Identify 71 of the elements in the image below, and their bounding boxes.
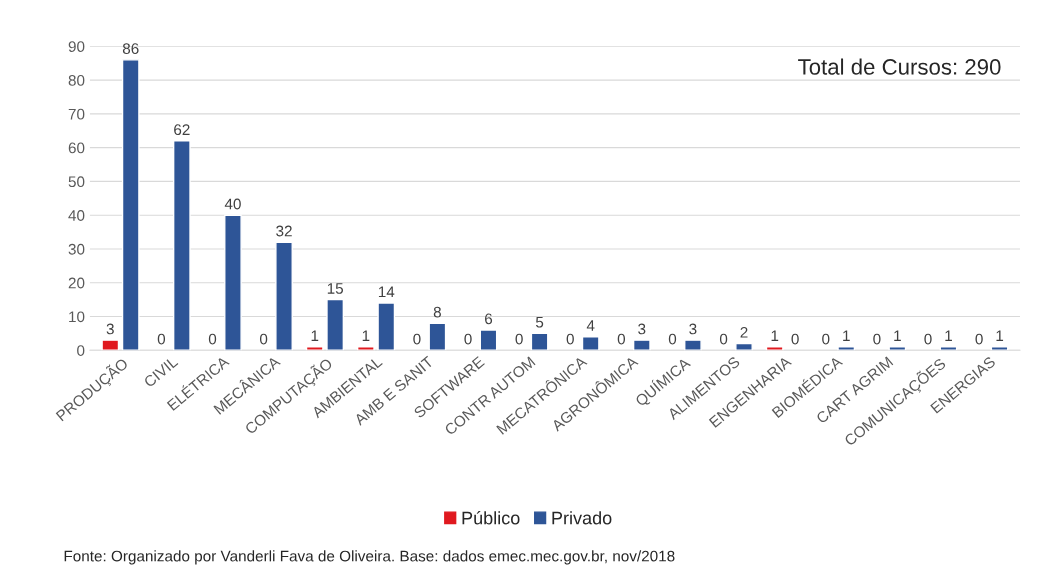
data-label: 3 <box>638 323 646 335</box>
data-label: 0 <box>566 333 574 345</box>
data-label: 3 <box>689 323 697 335</box>
bar <box>305 346 324 351</box>
data-label: 0 <box>822 333 830 345</box>
data-label: 14 <box>378 286 395 298</box>
data-label: 5 <box>535 316 544 328</box>
data-label: 0 <box>975 333 983 345</box>
data-label: 15 <box>327 283 344 294</box>
annotation: Total de Cursos: 290 <box>798 58 1001 75</box>
bar <box>356 346 375 351</box>
bar <box>888 346 907 351</box>
data-label: 0 <box>515 333 523 345</box>
bar <box>326 298 345 351</box>
bar <box>581 336 600 351</box>
y-tick-label: 80 <box>68 74 85 86</box>
data-label: 0 <box>791 333 799 345</box>
y-tick-label: 20 <box>68 277 85 289</box>
y-tick-label: 60 <box>68 142 85 154</box>
data-label: 86 <box>122 43 139 55</box>
bar <box>735 342 753 351</box>
data-label: 0 <box>208 333 217 345</box>
data-label: 62 <box>174 124 190 136</box>
bar <box>939 346 958 351</box>
data-label: 40 <box>224 198 241 210</box>
data-label: 0 <box>873 333 881 345</box>
data-label: 0 <box>157 333 166 345</box>
bar <box>684 339 702 351</box>
bar <box>275 241 293 351</box>
source-note: Fonte: Organizado por Vanderli Fava de Oliveira. Base: dados emec.mec.gov.br, nov/2018 <box>64 550 675 565</box>
data-label: 0 <box>464 333 472 345</box>
data-label: 0 <box>617 333 626 345</box>
bar <box>224 214 242 351</box>
data-label: 1 <box>996 330 1004 341</box>
bar <box>479 329 498 351</box>
bar <box>101 339 120 351</box>
y-tick-label: 30 <box>68 243 85 255</box>
bar <box>990 346 1009 351</box>
bar <box>377 302 396 351</box>
data-label: 1 <box>771 330 779 341</box>
y-tick-label: 10 <box>69 311 85 323</box>
bar <box>530 332 549 351</box>
y-tick-label: 50 <box>68 176 85 188</box>
data-label: 2 <box>740 326 748 338</box>
data-label: 3 <box>106 323 114 335</box>
bar <box>765 346 784 351</box>
data-label: 1 <box>945 330 952 341</box>
y-tick-label: 0 <box>77 345 85 356</box>
data-label: 4 <box>586 320 595 331</box>
bar <box>172 140 191 351</box>
y-tick-label: 90 <box>68 41 85 53</box>
data-label: 0 <box>259 333 268 345</box>
legend-label: Público <box>462 510 520 525</box>
bar <box>632 339 651 351</box>
data-label: 0 <box>413 333 421 345</box>
y-tick-label: 40 <box>68 210 85 221</box>
data-label: 32 <box>276 225 292 237</box>
data-label: 1 <box>311 330 319 341</box>
data-label: 0 <box>668 333 677 345</box>
bar <box>428 322 447 351</box>
data-label: 6 <box>485 313 493 325</box>
data-label: 8 <box>433 306 441 318</box>
data-label: 0 <box>924 333 932 345</box>
data-label: 1 <box>894 330 901 341</box>
legend-label: Privado <box>552 511 612 525</box>
bar <box>837 346 856 351</box>
y-tick-label: 70 <box>68 108 85 120</box>
data-label: 0 <box>719 333 728 345</box>
bar <box>121 59 140 351</box>
data-label: 1 <box>843 330 850 341</box>
data-label: 1 <box>362 330 370 341</box>
